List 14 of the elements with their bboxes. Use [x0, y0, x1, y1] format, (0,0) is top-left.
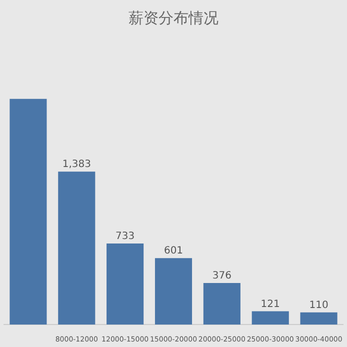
data-label: 733 — [116, 231, 135, 242]
bar — [203, 283, 240, 325]
data-label: 1,383 — [62, 159, 91, 170]
chart-title: 薪资分布情况 — [128, 8, 218, 27]
data-label: 376 — [212, 270, 232, 282]
bar — [252, 311, 289, 325]
data-label: 110 — [309, 300, 328, 312]
bar — [106, 244, 144, 325]
bar — [300, 312, 338, 325]
data-label: 121 — [260, 298, 280, 310]
data-label: 601 — [164, 246, 184, 257]
bar — [10, 98, 47, 325]
bar — [154, 258, 192, 325]
bar — [58, 172, 96, 325]
